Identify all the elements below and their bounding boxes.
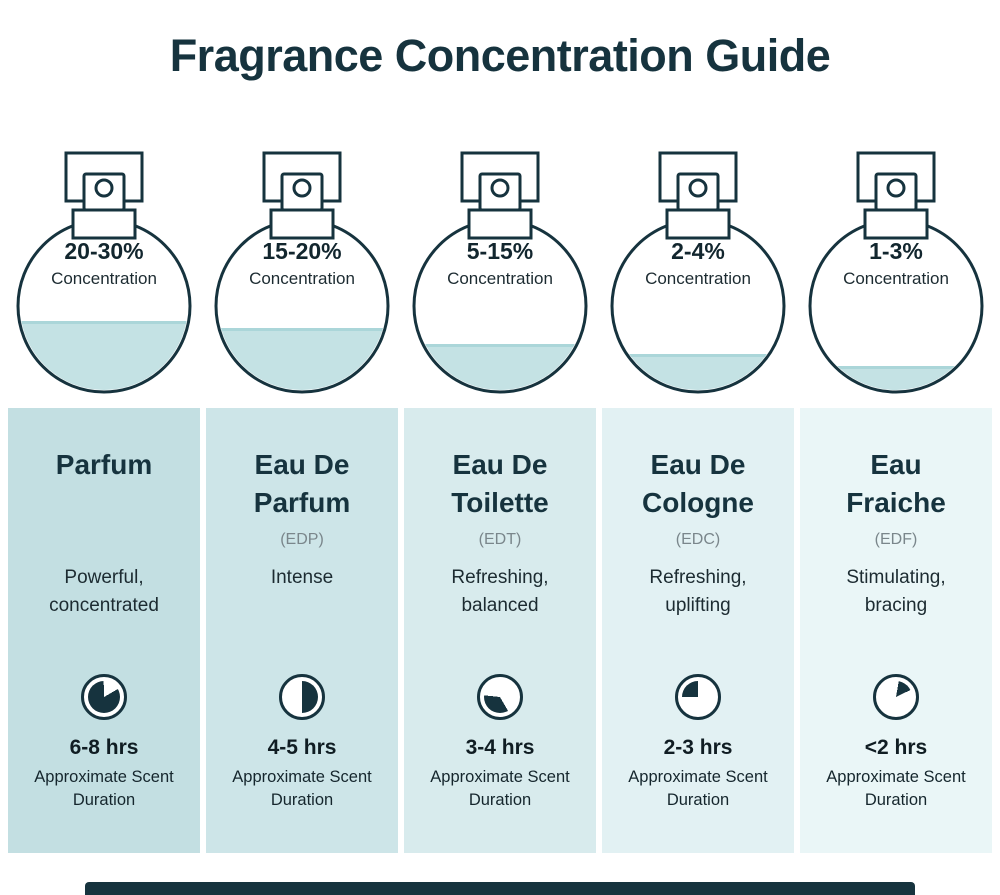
duration-note: Approximate Scent Duration	[628, 768, 768, 810]
fragrance-abbr: (EDT)	[478, 530, 522, 548]
fragrance-name: Parfum	[55, 449, 153, 480]
fragrance-description: Refreshing, balanced	[451, 567, 549, 616]
scent-duration: 4-5 hrs	[267, 736, 337, 759]
perfume-bottle-edc: 2-4% Concentration	[603, 148, 793, 396]
scent-duration: <2 hrs	[864, 736, 928, 759]
duration-note: Approximate Scent Duration	[34, 768, 174, 810]
column-eau-de-parfum: Eau De Parfum (EDP) Intense 4-5 hrs Appr…	[206, 408, 398, 853]
fragrance-name: Eau De Parfum	[253, 449, 351, 518]
page-title: Fragrance Concentration Guide	[169, 30, 831, 81]
fragrance-description: Stimulating, bracing	[846, 567, 946, 616]
fragrance-name: Eau Fraiche	[846, 449, 946, 518]
clock-icon	[477, 674, 523, 720]
perfume-bottle-parfum: 20-30% Concentration	[9, 148, 199, 396]
duration-note: Approximate Scent Duration	[430, 768, 570, 810]
bottle-icon	[214, 151, 390, 394]
bottle-icon	[610, 151, 786, 394]
column-eau-fraiche: Eau Fraiche (EDF) Stimulating, bracing <…	[800, 408, 992, 853]
duration-note: Approximate Scent Duration	[826, 768, 966, 810]
info-columns: Parfum Powerful, concentrated 6-8 hrs Ap…	[0, 408, 1000, 853]
clock-icon	[675, 674, 721, 720]
column-eau-de-toilette: Eau De Toilette (EDT) Refreshing, balanc…	[404, 408, 596, 853]
fragrance-name: Eau De Toilette	[451, 449, 549, 518]
fragrance-abbr: (EDC)	[675, 530, 721, 548]
bottle-icon	[808, 151, 984, 394]
fragrance-description: Intense	[270, 567, 334, 588]
perfume-bottle-edp: 15-20% Concentration	[207, 148, 397, 396]
column-parfum: Parfum Powerful, concentrated 6-8 hrs Ap…	[8, 408, 200, 853]
perfume-bottle-edf: 1-3% Concentration	[801, 148, 991, 396]
clock-icon	[873, 674, 919, 720]
bottles-row: 20-30% Concentration	[0, 148, 1000, 396]
fragrance-description: Refreshing, uplifting	[649, 567, 747, 616]
column-eau-de-cologne: Eau De Cologne (EDC) Refreshing, uplifti…	[602, 408, 794, 853]
fragrance-name: Eau De Cologne	[642, 449, 754, 518]
fragrance-abbr: (EDP)	[280, 530, 324, 548]
bottle-icon	[16, 151, 192, 394]
perfume-bottle-edt: 5-15% Concentration	[405, 148, 595, 396]
scent-duration: 2-3 hrs	[663, 736, 733, 759]
scent-duration: 3-4 hrs	[465, 736, 535, 759]
clock-icon	[81, 674, 127, 720]
scent-duration: 6-8 hrs	[69, 736, 139, 759]
fragrance-abbr: (EDF)	[874, 530, 918, 548]
fragrance-description: Powerful, concentrated	[49, 567, 159, 616]
footer-bar	[85, 882, 915, 895]
duration-note: Approximate Scent Duration	[232, 768, 372, 810]
bottle-icon	[412, 151, 588, 394]
clock-icon	[279, 674, 325, 720]
